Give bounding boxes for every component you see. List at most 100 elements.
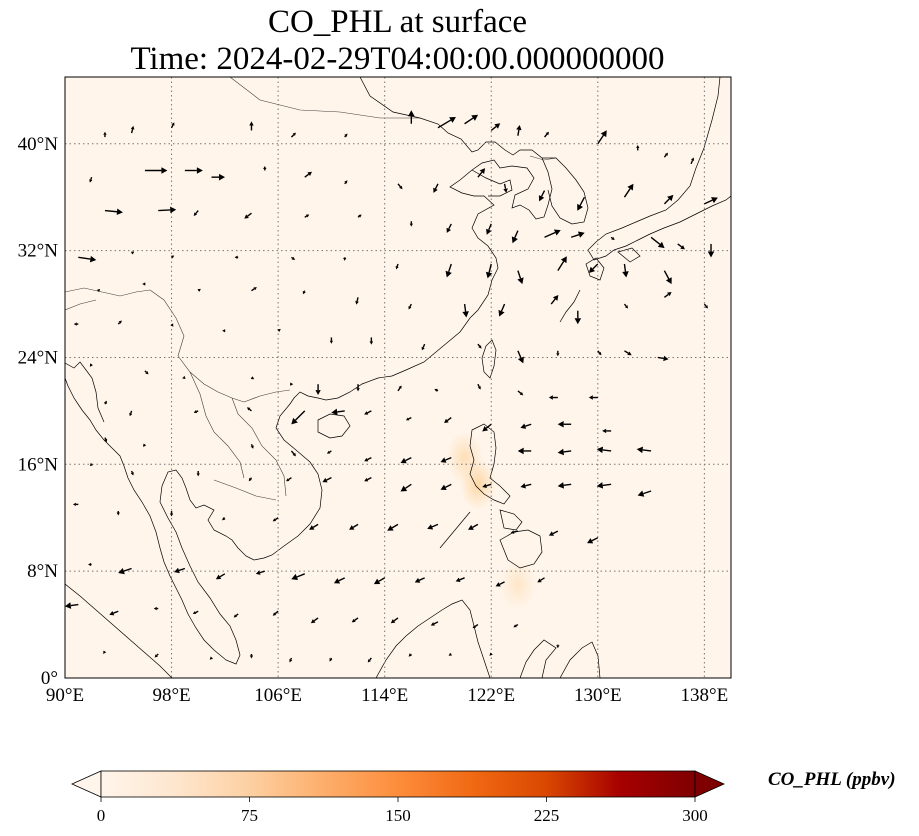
- wind-arrow: [291, 256, 296, 260]
- wind-arrow: [290, 132, 296, 138]
- wind-arrow: [650, 236, 665, 249]
- coastline-taiwan: [481, 339, 497, 379]
- coastline-luzon: [469, 423, 511, 505]
- wind-arrow: [577, 196, 586, 211]
- border-china-north: [65, 299, 97, 311]
- wind-arrow: [390, 617, 399, 624]
- wind-arrow: [367, 657, 372, 663]
- wind-arrow: [331, 408, 345, 416]
- wind-arrow: [437, 116, 456, 129]
- wind-arrow: [351, 617, 359, 623]
- wind-arrow: [158, 206, 177, 214]
- wind-arrow: [622, 263, 629, 278]
- wind-arrow: [440, 456, 452, 463]
- coastline-palawan: [439, 511, 471, 549]
- wind-arrow: [472, 623, 479, 629]
- wind-arrow: [289, 657, 293, 663]
- lat-tick-label: 0°: [41, 668, 58, 689]
- wind-arrow: [244, 212, 252, 219]
- wind-arrow: [397, 183, 403, 190]
- colorbar-tick-label: 150: [385, 806, 411, 825]
- wind-arrow: [349, 523, 359, 530]
- wind-arrow: [65, 602, 79, 609]
- wind-arrow: [663, 291, 672, 298]
- wind-arrow: [103, 400, 107, 405]
- wind-arrow: [88, 562, 92, 567]
- wind-arrow: [395, 263, 399, 270]
- wind-arrow: [510, 530, 519, 534]
- wind-arrow: [364, 410, 372, 415]
- wind-arrow: [357, 214, 362, 218]
- wind-arrow: [663, 194, 674, 205]
- gridlines: [65, 77, 731, 678]
- wind-arrow: [468, 523, 479, 530]
- wind-arrow: [364, 477, 372, 482]
- wind-arrow: [144, 167, 168, 174]
- wind-arrow: [408, 303, 412, 310]
- wind-arrow: [448, 652, 452, 656]
- wind-arrow: [623, 303, 629, 309]
- wind-arrow: [251, 287, 257, 292]
- wind-arrow: [250, 376, 255, 380]
- wind-arrow: [209, 656, 214, 660]
- wind-arrow: [557, 256, 567, 272]
- wind-arrow: [704, 197, 718, 205]
- wind-arrow: [211, 173, 226, 181]
- wind-arrow: [310, 617, 319, 624]
- wind-arrow: [96, 288, 101, 293]
- colorbar: 0 75 150 225 300: [71, 770, 725, 825]
- wind-arrow: [344, 180, 348, 185]
- wind-arrow: [517, 390, 524, 396]
- concentration-spot: [499, 558, 536, 611]
- lon-tick-label: 138°E: [681, 685, 729, 706]
- border-korea: [529, 155, 557, 161]
- wind-arrow: [343, 257, 347, 261]
- wind-arrow: [154, 653, 159, 658]
- wind-arrow: [548, 395, 558, 400]
- wind-arrow: [489, 652, 493, 656]
- colorbar-tick-label: 75: [241, 806, 258, 825]
- wind-arrow: [517, 447, 532, 455]
- border-myanmar-china: [149, 289, 245, 403]
- map-time-subtitle: Time: 2024-02-29T04:00:00.000000000: [130, 41, 665, 77]
- wind-arrow: [610, 236, 615, 240]
- wind-arrow: [444, 417, 452, 423]
- wind-arrow: [405, 416, 412, 421]
- wind-arrow: [89, 363, 93, 367]
- wind-arrow: [333, 577, 346, 584]
- wind-arrow: [109, 610, 119, 616]
- colorbar-body: [100, 770, 696, 798]
- border-mongolia: [229, 77, 420, 119]
- wind-arrow: [174, 567, 186, 574]
- wind-arrow: [246, 407, 252, 412]
- wind-arrow: [153, 606, 159, 611]
- wind-arrow: [104, 437, 108, 443]
- wind-arrow: [142, 282, 146, 286]
- wind-arrow: [703, 303, 708, 309]
- wind-arrow: [286, 477, 292, 482]
- wind-arrow: [356, 384, 360, 392]
- wind-arrow: [408, 653, 412, 657]
- wind-arrow: [290, 382, 294, 386]
- border-china-vietnam: [243, 389, 291, 403]
- wind-arrow: [663, 270, 672, 285]
- lat-tick-label: 24°N: [18, 347, 59, 368]
- wind-arrow: [596, 446, 612, 454]
- wind-arrow: [129, 410, 133, 417]
- coastline-bay-of-bengal: [65, 361, 105, 423]
- wind-arrow: [588, 263, 599, 273]
- wind-arrow: [520, 423, 532, 429]
- wind-arrow: [520, 483, 532, 489]
- wind-arrow: [193, 210, 199, 216]
- wind-arrow: [170, 323, 174, 327]
- wind-arrow: [116, 511, 120, 516]
- wind-arrow: [309, 523, 319, 530]
- lat-tick-labels: 0° 8°N 16°N 24°N 32°N 40°N: [18, 134, 59, 689]
- wind-arrow: [315, 384, 321, 395]
- wind-arrow: [193, 410, 199, 414]
- wind-arrow: [557, 448, 572, 456]
- wind-arrow: [482, 423, 492, 432]
- wind-arrow: [78, 255, 97, 263]
- wind-arrow: [557, 420, 572, 428]
